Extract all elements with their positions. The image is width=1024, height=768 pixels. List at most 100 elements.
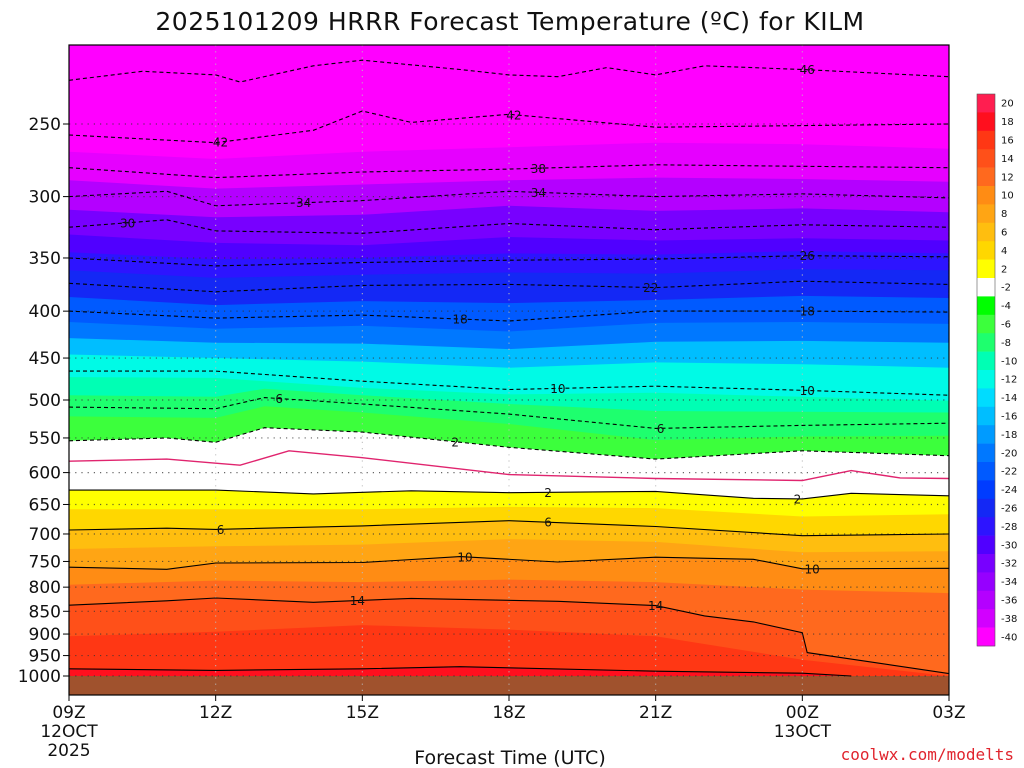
pressure-tick-label: 250 — [29, 115, 61, 135]
ground-surface — [69, 676, 949, 695]
colorbar-swatch — [977, 370, 995, 389]
isotherm-line — [69, 489, 949, 500]
colorbar-swatch — [977, 259, 995, 279]
colorbar-label: 20 — [1001, 99, 1014, 110]
colorbar-swatch — [977, 314, 995, 334]
pressure-tick-label: 600 — [29, 464, 61, 484]
pressure-tick-label: 300 — [29, 188, 61, 208]
colorbar-swatch — [977, 388, 995, 408]
isotherm-label: 10 — [550, 382, 565, 396]
colorbar-swatch — [977, 627, 995, 647]
colorbar-swatch — [977, 462, 995, 481]
isotherm-line — [69, 397, 949, 429]
isotherm-line — [69, 450, 949, 482]
colorbar-label: -14 — [1001, 393, 1017, 404]
colorbar-label: -32 — [1001, 559, 1017, 570]
isotherm-line — [69, 219, 949, 234]
colorbar-label: -30 — [1001, 540, 1017, 551]
colorbar-swatch — [977, 480, 995, 500]
isotherm-label: 2 — [794, 492, 802, 506]
pressure-tick-label: 500 — [29, 391, 61, 411]
pressure-tick-label: 550 — [29, 429, 61, 449]
isotherm-line — [69, 520, 949, 537]
pressure-tick-label: 800 — [29, 578, 61, 598]
pressure-tick-label: 950 — [29, 647, 61, 667]
colorbar-swatch — [977, 112, 995, 132]
colorbar-swatch — [977, 535, 995, 555]
colorbar-swatch — [977, 498, 995, 518]
colorbar-frame — [976, 93, 996, 647]
isotherm-label: 34 — [296, 196, 311, 210]
colorbar-swatch — [977, 296, 995, 316]
colorbar-swatch — [977, 222, 995, 242]
colorbar-label: -10 — [1001, 356, 1017, 367]
colorbar-label: 12 — [1001, 172, 1014, 183]
colorbar-label: 18 — [1001, 117, 1014, 128]
isotherm-label: 10 — [457, 550, 472, 564]
time-tick-label: 15Z — [346, 703, 379, 723]
colorbar-label: -8 — [1001, 338, 1011, 349]
colorbar-swatch — [977, 186, 995, 205]
time-tick-label: 21Z — [639, 703, 672, 723]
time-tick-label: 18Z — [492, 703, 525, 723]
pressure-tick-label: 1000 — [18, 667, 61, 687]
colorbar-label: 2 — [1001, 264, 1007, 275]
colorbar-swatch — [977, 333, 995, 352]
isotherm-label: 30 — [120, 216, 135, 230]
pressure-tick-label: 400 — [29, 302, 61, 322]
isotherm-label: 6 — [544, 516, 552, 530]
isotherm-line — [69, 556, 949, 570]
colorbar-swatch — [977, 425, 995, 444]
isotherm-contours — [69, 59, 949, 677]
colorbar-label: -6 — [1001, 320, 1011, 331]
isotherm-label: 46 — [800, 63, 815, 77]
x-axis-label: Forecast Time (UTC) — [414, 747, 605, 768]
colorbar-swatch — [977, 94, 995, 113]
colorbar-label: -28 — [1001, 522, 1017, 533]
colorbar-label: -38 — [1001, 614, 1017, 625]
isotherm-label: 2 — [451, 435, 459, 449]
colorbar-swatch — [977, 351, 995, 371]
isotherm-line — [69, 190, 949, 207]
colorbar-swatch — [977, 590, 995, 610]
year-tick-label: 2025 — [47, 741, 90, 761]
colorbar-swatch — [977, 149, 995, 168]
isotherm-line — [69, 427, 949, 460]
colorbar-label: -34 — [1001, 577, 1017, 588]
colorbar-label: 10 — [1001, 191, 1014, 202]
colorbar-label: -40 — [1001, 632, 1017, 643]
colorbar-swatch — [977, 241, 995, 260]
isotherm-line — [69, 164, 949, 179]
credit-link[interactable]: coolwx.com/modelts — [841, 745, 1014, 764]
colorbar-swatch — [977, 554, 995, 573]
isotherm-line — [69, 597, 949, 675]
isotherm-label: 6 — [657, 422, 665, 436]
isotherm-label: 42 — [213, 136, 228, 150]
pressure-tick-label: 900 — [29, 625, 61, 645]
isotherm-label: 14 — [648, 599, 663, 613]
isotherm-label: 26 — [800, 249, 815, 263]
pressure-axis: 250 300 350 400 450 500 550 600 650 700 750 800 850 9… — [18, 115, 69, 687]
colorbar-label: -26 — [1001, 504, 1017, 515]
colorbar-label: 4 — [1001, 246, 1007, 257]
colorbar-legend: 20 18 16 14 12 10 8 6 4 2 -2 -4 -6 -8 -10 -12 -14 -16 -18 -… — [976, 93, 1017, 647]
isotherm-label: 22 — [643, 281, 658, 295]
isotherm-label: 38 — [531, 162, 546, 176]
colorbar-swatch — [977, 572, 995, 592]
colorbar-label: -4 — [1001, 301, 1011, 312]
time-tick-label: 00Z — [786, 703, 819, 723]
isotherm-label: 14 — [350, 594, 365, 608]
colorbar-label: -22 — [1001, 467, 1017, 478]
colorbar-label: -24 — [1001, 485, 1017, 496]
colorbar-label: -12 — [1001, 375, 1017, 386]
colorbar-swatch — [977, 278, 995, 297]
time-tick-label: 12Z — [199, 703, 232, 723]
colorbar-swatch — [977, 406, 995, 426]
colorbar-swatch — [977, 443, 995, 463]
date-tick-label: 12OCT — [40, 722, 98, 742]
colorbar-swatch — [977, 204, 995, 224]
time-tick-label: 03Z — [932, 703, 965, 723]
